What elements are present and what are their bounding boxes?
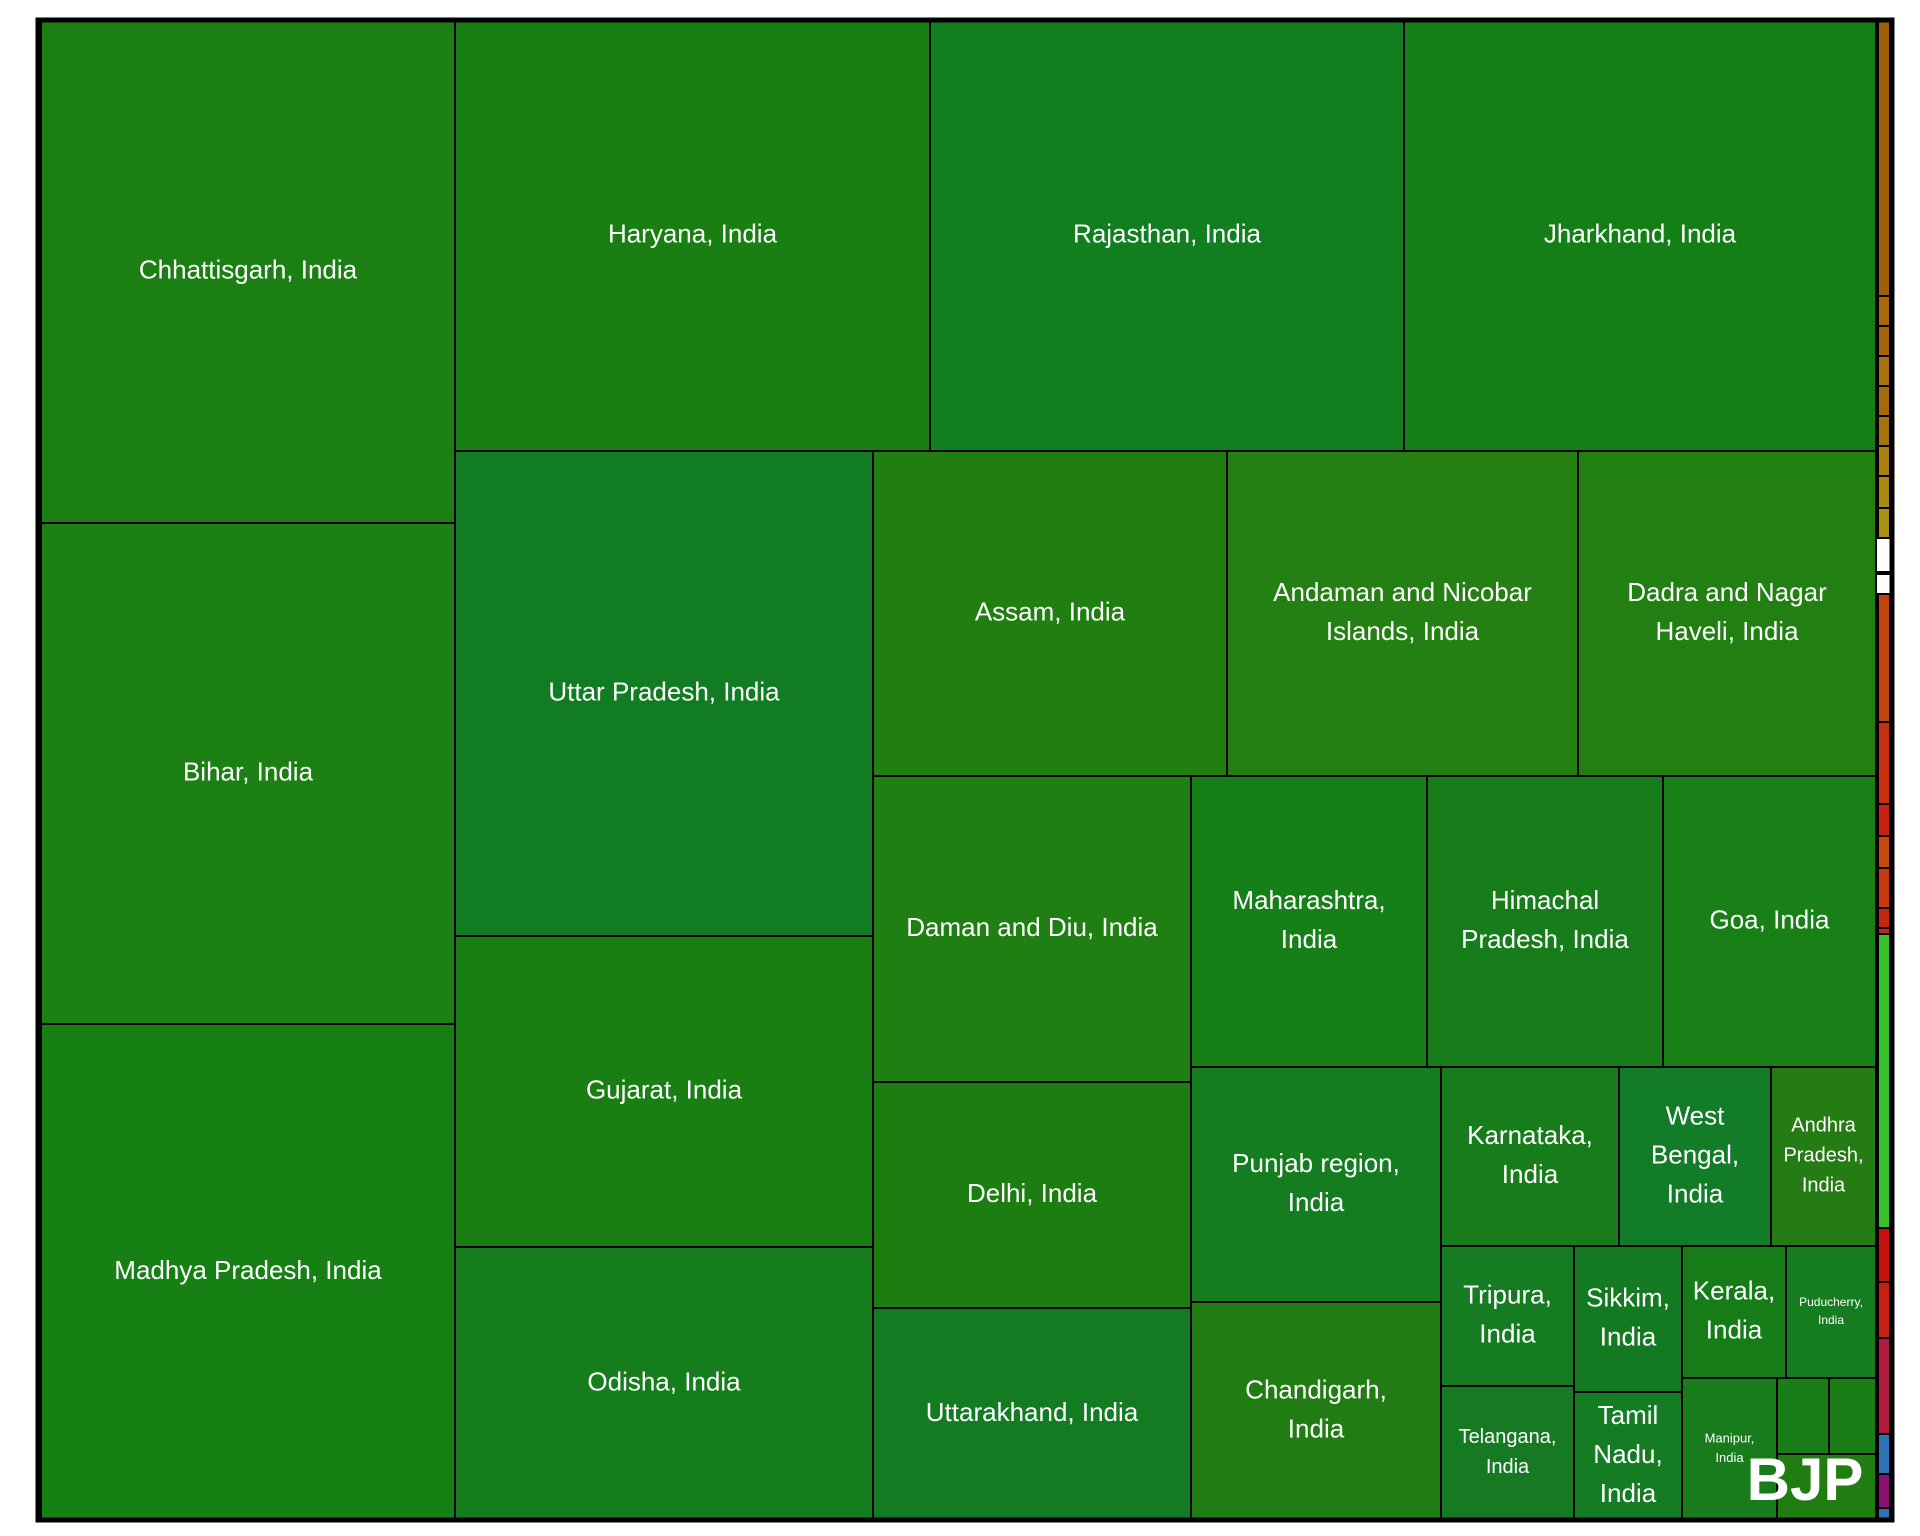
treemap-frame: [35, 17, 1895, 1523]
side-strip-slice: [1877, 907, 1891, 929]
cell-label: West Bengal, India: [1651, 1100, 1739, 1208]
cell-label: Rajasthan, India: [1073, 218, 1261, 248]
cell-label: Gujarat, India: [586, 1074, 743, 1104]
cell-label: Maharashtra, India: [1232, 885, 1385, 954]
treemap-cell: [872, 1307, 1192, 1521]
cell-label: Chandigarh, India: [1245, 1374, 1387, 1443]
treemap-cells: Chhattisgarh, India Bihar, India Madhya Pr…: [40, 19, 1877, 1521]
treemap-cell: [1190, 1066, 1442, 1303]
side-strip: [1877, 19, 1891, 1521]
treemap-cell: [454, 935, 874, 1248]
treemap-cell: [40, 19, 456, 524]
side-strip-slice: [1877, 1281, 1891, 1339]
cell-label: Manipur, India: [1705, 1431, 1755, 1466]
side-strip-slice: [1877, 593, 1891, 723]
cell-label: Bihar, India: [183, 756, 314, 786]
cell-label: Delhi, India: [967, 1178, 1098, 1208]
treemap-cell: [872, 775, 1192, 1083]
treemap-cell: [1403, 19, 1877, 452]
cell-label: Himachal Pradesh, India: [1461, 885, 1629, 954]
treemap-cell: [1226, 450, 1579, 777]
cell-label: Dadra and Nagar Haveli, India: [1627, 577, 1827, 646]
side-strip-slice: [1877, 721, 1891, 805]
treemap-cell: [1770, 1066, 1877, 1247]
treemap-cell: [1662, 775, 1877, 1068]
side-strip-slice: [1877, 803, 1891, 837]
treemap-cell: [1573, 1245, 1683, 1393]
side-strip-slice: [1877, 295, 1891, 327]
cell-label: Tripura, India: [1463, 1279, 1552, 1348]
side-strip-slice: [1877, 507, 1891, 539]
treemap-cell: [1785, 1245, 1877, 1379]
cell-label: Goa, India: [1710, 904, 1831, 934]
party-label: BJP: [1747, 1446, 1864, 1513]
cell-label: Tamil Nadu, India: [1593, 1400, 1662, 1508]
side-strip-slice: [1877, 415, 1891, 447]
treemap-cell: [1440, 1066, 1620, 1247]
side-strip-slice: [1877, 475, 1891, 509]
side-strip-slice: [1877, 1337, 1891, 1435]
side-strip-slice: [1877, 835, 1891, 869]
cell-label: Odisha, India: [587, 1366, 741, 1396]
cell-label: Jharkhand, India: [1544, 218, 1737, 248]
treemap-cell: [1573, 1391, 1683, 1521]
treemap-cell: [1190, 775, 1428, 1068]
treemap-cell: [454, 450, 874, 937]
side-strip-slice: [1877, 19, 1891, 297]
side-strip-slice: [1877, 445, 1891, 477]
treemap-cell: [929, 19, 1405, 452]
cell-label: Andhra Pradesh, India: [1783, 1115, 1863, 1197]
side-strip-slice: [1877, 867, 1891, 909]
treemap-cell: [872, 1081, 1192, 1309]
treemap-cell: [1776, 1377, 1830, 1455]
treemap-cell: [1440, 1385, 1575, 1521]
cell-label: Madhya Pradesh, India: [114, 1255, 382, 1285]
treemap-cell: [1681, 1245, 1787, 1379]
cell-label: Daman and Diu, India: [906, 912, 1158, 942]
side-strip-slice: [1877, 1433, 1891, 1475]
cell-label: Uttarakhand, India: [926, 1397, 1139, 1427]
side-strip-slice: [1877, 1473, 1891, 1509]
treemap-cell: [1190, 1301, 1442, 1521]
treemap-cell: [872, 450, 1228, 777]
cell-label: Karnataka, India: [1467, 1120, 1593, 1189]
side-strip-slice: [1877, 355, 1891, 387]
treemap-cell: [1618, 1066, 1772, 1247]
treemap-cell: [1776, 1453, 1877, 1521]
cell-label: Uttar Pradesh, India: [548, 676, 780, 706]
side-strip-slice: [1877, 933, 1891, 1229]
cell-label: Chhattisgarh, India: [139, 254, 358, 284]
cell-label: Puducherry, India: [1799, 1295, 1863, 1327]
treemap-cell: [1828, 1377, 1877, 1455]
cell-label: Telangana, India: [1459, 1426, 1557, 1478]
cell-label: Punjab region, India: [1232, 1148, 1400, 1217]
side-strip-slice: [1877, 325, 1891, 357]
side-strip-slice: [1877, 385, 1891, 417]
side-strip-slice: [1877, 1227, 1891, 1283]
treemap-cell: [454, 19, 931, 452]
treemap-cell: [1577, 450, 1877, 777]
cell-label: Haryana, India: [608, 218, 778, 248]
treemap-cell: [40, 1023, 456, 1521]
treemap-cell: [40, 522, 456, 1025]
cell-label: Andaman and Nicobar Islands, India: [1273, 577, 1532, 646]
cell-label: Assam, India: [975, 596, 1126, 626]
cell-label: Sikkim, India: [1586, 1282, 1670, 1351]
treemap-cell: [1440, 1245, 1575, 1387]
side-strip-slice: [1877, 571, 1891, 575]
cell-label: Kerala, India: [1693, 1275, 1775, 1344]
treemap-cell: [1426, 775, 1664, 1068]
